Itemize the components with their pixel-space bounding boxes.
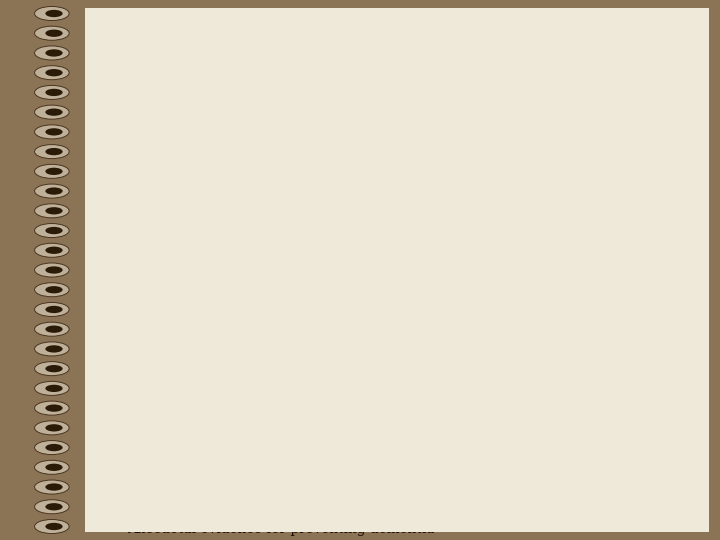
Text: •: • [97,264,108,282]
Wedge shape [647,463,679,512]
Polygon shape [629,460,642,516]
Text: –  It is highly prevalent in Brain tissue: – It is highly prevalent in Brain tissue [138,293,384,306]
Text: •: • [97,210,108,227]
Text: PS predominantly resides on the interior (cytoplasmic side of plasma
membrane): PS predominantly resides on the interior… [127,338,606,368]
Bar [606,458,642,516]
Text: Depending on diet, fatty acids end up in plasma membrane: Depending on diet, fatty acids end up in… [127,181,537,195]
Text: Anecdotal evidence for preventing dementia: Anecdotal evidence for preventing dement… [127,522,435,536]
Text: PS is a recognition marker for apoptotic cells: PS is a recognition marker for apoptotic… [127,264,442,278]
Text: Reduced levels of PS with DHA, may decrease efficiency uptake by
scavenger cells: Reduced levels of PS with DHA, may decre… [127,468,592,499]
Text: Upon apoptosis, more of PS translocates to the exterior facilitating
uptake by s: Upon apoptosis, more of PS translocates … [127,414,592,444]
Text: •: • [97,468,108,486]
Text: Consumption of hydrogenated oils results in reduction of PUFAs in
plasma membran: Consumption of hydrogenated oils results… [127,210,590,240]
Text: Fatty Acids and Plasma
Membrane: Fatty Acids and Plasma Membrane [225,48,570,111]
Text: •: • [97,414,108,432]
Text: •: • [97,338,108,355]
Text: –  Made up of predominantly Stearic Acid (C18:0) and DHA (C22:6): – Made up of predominantly Stearic Acid … [138,315,575,328]
Text: •: • [97,522,108,540]
Text: •: • [97,181,108,199]
Text: –  Flippase is responsible for the assymetry: – Flippase is responsible for the assyme… [138,392,418,404]
